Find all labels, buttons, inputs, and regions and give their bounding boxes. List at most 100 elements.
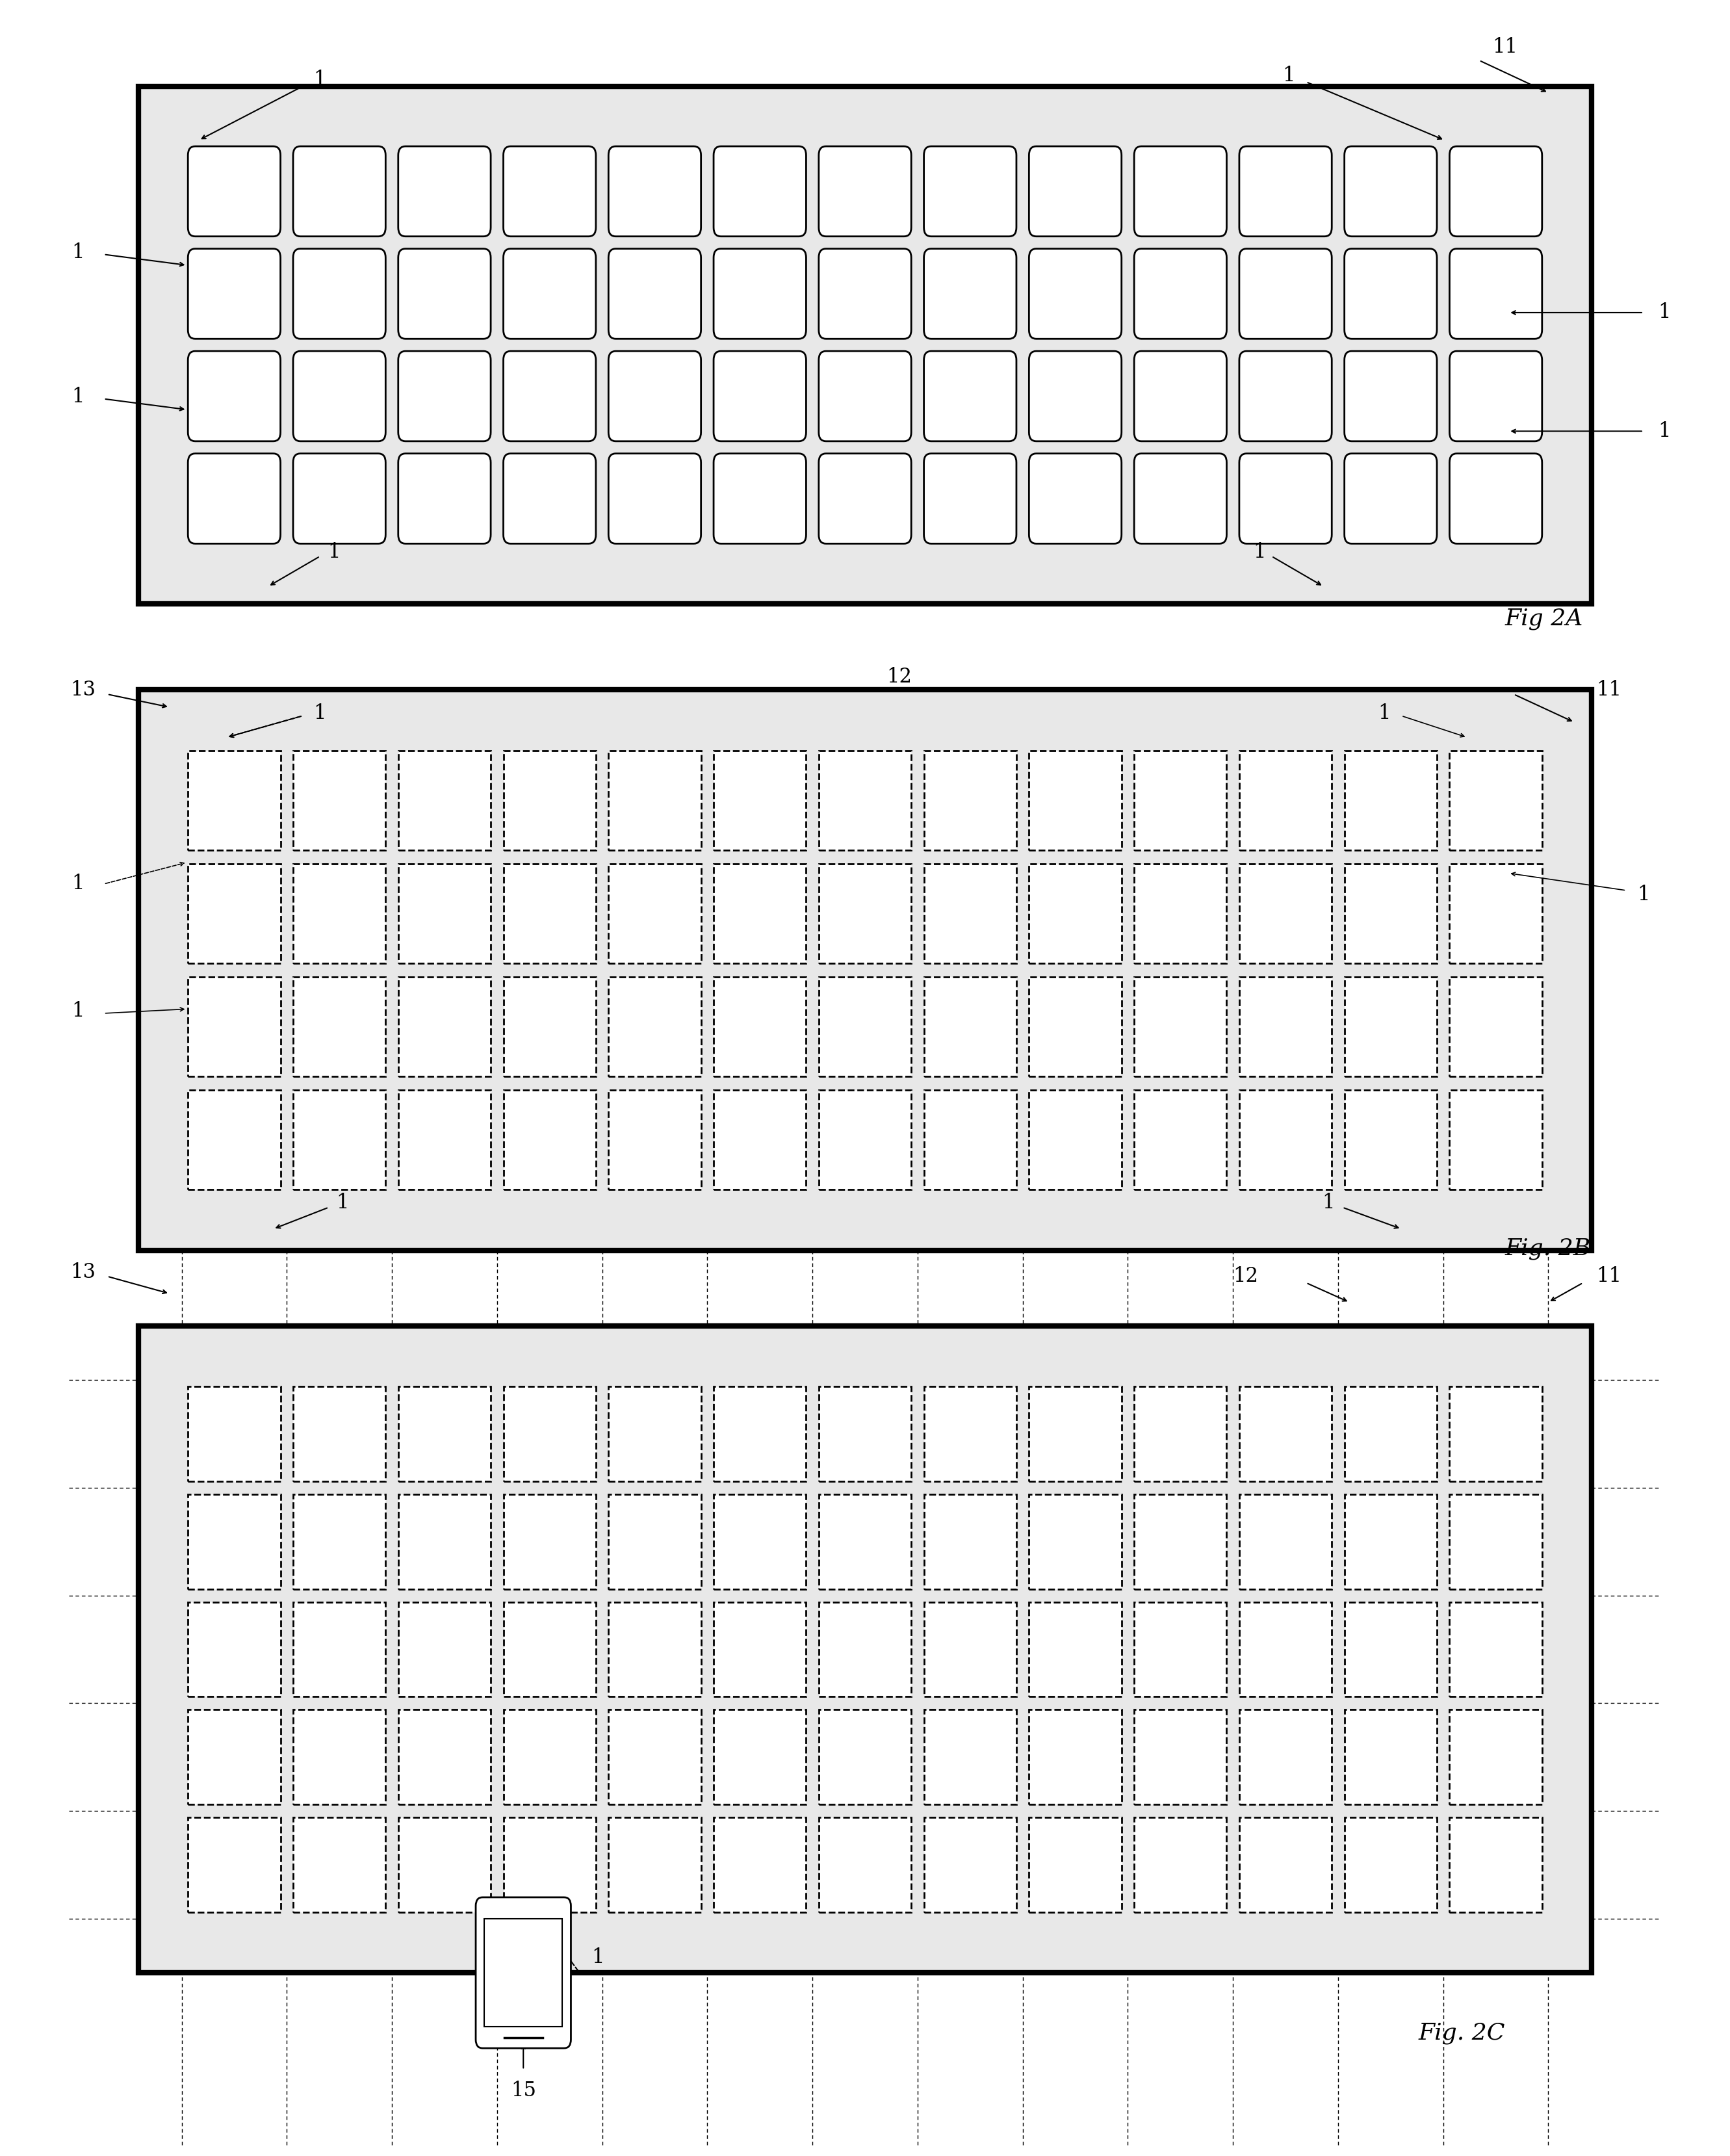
Bar	[1450, 1386, 1541, 1481]
Bar	[503, 1386, 595, 1481]
Bar	[1029, 750, 1121, 849]
Text: 13: 13	[71, 1261, 95, 1283]
FancyBboxPatch shape	[713, 453, 806, 543]
Text: Fig. 2B: Fig. 2B	[1505, 1238, 1592, 1259]
Bar	[924, 1818, 1017, 1912]
Bar	[818, 865, 912, 964]
Bar	[189, 1710, 280, 1805]
Bar	[713, 865, 806, 964]
FancyBboxPatch shape	[1344, 147, 1438, 237]
Bar	[1029, 1386, 1121, 1481]
Text: 1: 1	[1657, 420, 1671, 442]
Bar	[1135, 750, 1227, 849]
FancyBboxPatch shape	[1135, 453, 1227, 543]
Bar	[609, 1091, 701, 1190]
Text: Fig. 2C: Fig. 2C	[1419, 2022, 1505, 2044]
Bar	[818, 1091, 912, 1190]
Bar	[818, 1494, 912, 1589]
Bar	[1344, 1091, 1438, 1190]
Bar	[1450, 1818, 1541, 1912]
Text: 1: 1	[1637, 884, 1650, 906]
Bar	[189, 865, 280, 964]
FancyBboxPatch shape	[818, 248, 912, 338]
Bar	[138, 86, 1592, 604]
FancyBboxPatch shape	[924, 351, 1017, 442]
Bar	[292, 977, 386, 1076]
Bar	[1344, 750, 1438, 849]
Bar	[189, 977, 280, 1076]
FancyBboxPatch shape	[1450, 147, 1541, 237]
FancyBboxPatch shape	[189, 351, 280, 442]
Bar	[1344, 1386, 1438, 1481]
Bar	[503, 1710, 595, 1805]
Bar	[292, 1386, 386, 1481]
Text: 11: 11	[1493, 37, 1517, 58]
Bar	[1344, 1818, 1438, 1912]
Bar	[609, 1386, 701, 1481]
Bar	[924, 865, 1017, 964]
Bar	[1344, 977, 1438, 1076]
Bar	[1029, 1818, 1121, 1912]
FancyBboxPatch shape	[1450, 351, 1541, 442]
Bar	[1029, 1091, 1121, 1190]
FancyBboxPatch shape	[1135, 147, 1227, 237]
FancyBboxPatch shape	[713, 248, 806, 338]
Bar	[503, 750, 595, 849]
FancyBboxPatch shape	[292, 147, 386, 237]
Bar	[713, 1386, 806, 1481]
Bar	[818, 1710, 912, 1805]
Bar	[609, 1494, 701, 1589]
Bar	[1344, 1710, 1438, 1805]
Bar	[503, 1818, 595, 1912]
FancyBboxPatch shape	[398, 248, 491, 338]
Bar	[1450, 1602, 1541, 1697]
Bar	[292, 1818, 386, 1912]
Bar	[924, 1494, 1017, 1589]
FancyBboxPatch shape	[924, 453, 1017, 543]
FancyBboxPatch shape	[609, 248, 701, 338]
Bar	[189, 1818, 280, 1912]
FancyBboxPatch shape	[1344, 248, 1438, 338]
Bar	[1239, 1386, 1332, 1481]
FancyBboxPatch shape	[713, 351, 806, 442]
Bar	[818, 1602, 912, 1697]
FancyBboxPatch shape	[503, 248, 595, 338]
Text: 1: 1	[313, 69, 327, 91]
Bar	[398, 750, 491, 849]
FancyBboxPatch shape	[1450, 248, 1541, 338]
Bar	[398, 1602, 491, 1697]
Text: 1: 1	[1377, 703, 1391, 724]
FancyBboxPatch shape	[292, 351, 386, 442]
Text: 1: 1	[313, 703, 327, 724]
Bar	[1450, 1710, 1541, 1805]
Bar	[189, 1494, 280, 1589]
Bar	[818, 977, 912, 1076]
FancyBboxPatch shape	[476, 1897, 571, 2048]
Bar	[1135, 1710, 1227, 1805]
Bar	[609, 1710, 701, 1805]
Bar	[1029, 1710, 1121, 1805]
Bar	[924, 977, 1017, 1076]
Text: 1: 1	[1322, 1192, 1336, 1214]
FancyBboxPatch shape	[609, 147, 701, 237]
FancyBboxPatch shape	[1135, 248, 1227, 338]
FancyBboxPatch shape	[924, 147, 1017, 237]
Bar	[1029, 1494, 1121, 1589]
Bar	[713, 1494, 806, 1589]
Bar	[924, 1710, 1017, 1805]
FancyBboxPatch shape	[1344, 453, 1438, 543]
Text: 1: 1	[71, 1000, 85, 1022]
FancyBboxPatch shape	[1239, 147, 1332, 237]
Bar	[1239, 1710, 1332, 1805]
FancyBboxPatch shape	[398, 147, 491, 237]
Text: 1: 1	[1253, 541, 1266, 563]
Text: 1: 1	[71, 873, 85, 895]
Bar	[138, 690, 1592, 1250]
Text: 13: 13	[71, 679, 95, 701]
Text: 1: 1	[71, 241, 85, 263]
Text: 1: 1	[327, 541, 341, 563]
Bar	[713, 1602, 806, 1697]
Text: 12: 12	[887, 666, 912, 688]
Text: 1: 1	[1657, 302, 1671, 323]
Bar	[609, 750, 701, 849]
